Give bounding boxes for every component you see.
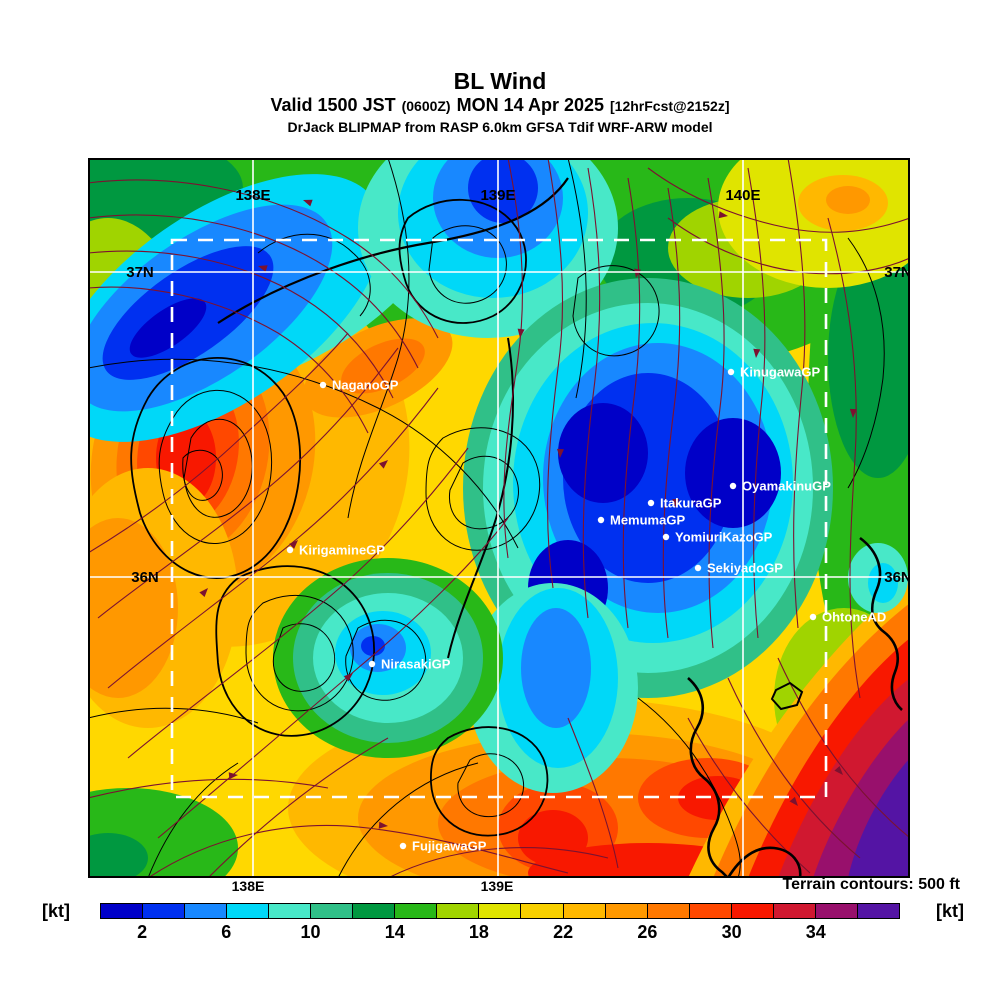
colorbar-ticks: 2 6 10 14 18 22 26 30 34 [100, 920, 900, 946]
colorbar-segment [647, 904, 690, 918]
colorbar-segment [815, 904, 858, 918]
station-label: ItakuraGP [660, 496, 722, 511]
station-label: KirigamineGP [299, 543, 385, 558]
lon-label-139e-bottom: 139E [480, 878, 514, 894]
colorbar-unit-right: [kt] [936, 901, 964, 921]
colorbar-segment [311, 904, 354, 918]
forecast-tag: [12hrFcst@2152z] [610, 98, 730, 114]
colorbar-tick: 6 [221, 922, 232, 942]
lat-label-37n-right: 37N [884, 264, 910, 281]
lon-label-140e-top: 140E [725, 187, 760, 204]
colorbar-segment [605, 904, 648, 918]
station-label: NaganoGP [332, 378, 399, 393]
model-line: DrJack BLIPMAP from RASP 6.0km GFSA Tdif… [287, 119, 713, 135]
station-marker-dot [399, 842, 407, 850]
colorbar-tick: 26 [637, 922, 658, 942]
valid-time: Valid 1500 JST [270, 95, 396, 115]
streamline-arrows [199, 199, 857, 829]
colorbar-segment [185, 904, 228, 918]
station-label: OyamakinuGP [742, 479, 831, 494]
colorbar-segment [101, 904, 144, 918]
station-FujigawaGP: FujigawaGP [399, 839, 487, 854]
colorbar-tick: 30 [721, 922, 742, 942]
title-block: BL Wind Valid 1500 JST (0600Z) MON 14 Apr … [0, 68, 1000, 136]
lat-label-36n-left: 36N [131, 569, 159, 586]
geo-labels: 138E 139E 140E 37N 37N 36N 36N [126, 187, 910, 586]
lat-label-36n-right: 36N [884, 569, 910, 586]
colorbar-tick: 14 [384, 922, 405, 942]
station-marker-dot [597, 516, 605, 524]
station-marker-dot [694, 564, 702, 572]
station-NaganoGP: NaganoGP [319, 378, 399, 393]
colorbar-segment [353, 904, 396, 918]
valid-date: MON 14 Apr 2025 [456, 95, 605, 115]
lon-label-138e-bottom: 138E [231, 878, 265, 894]
coastline-layer [687, 536, 903, 878]
lat-label-37n-left: 37N [126, 264, 154, 281]
station-marker-dot [647, 499, 655, 507]
station-KinugawaGP: KinugawaGP [727, 365, 821, 380]
lon-label-139e-top: 139E [480, 187, 515, 204]
station-label: KinugawaGP [740, 365, 821, 380]
model-domain-boundary [170, 238, 828, 799]
station-label: SekiyadoGP [707, 561, 783, 576]
station-marker-dot [727, 368, 735, 376]
colorbar-segment [521, 904, 564, 918]
station-label: FujigawaGP [412, 839, 487, 854]
latlon-grid [88, 158, 910, 878]
wind-fill-layer [88, 158, 910, 878]
lon-label-138e-top: 138E [235, 187, 270, 204]
colorbar-segment [563, 904, 606, 918]
colorbar-tick: 18 [468, 922, 489, 942]
colorbar-unit-left: [kt] [42, 901, 70, 921]
colorbar-segment [689, 904, 732, 918]
station-SekiyadoGP: SekiyadoGP [694, 561, 783, 576]
colorbar-tick: 10 [300, 922, 321, 942]
map-frame [88, 158, 910, 878]
streamline-layer [88, 158, 910, 878]
station-marker-dot [662, 533, 670, 541]
station-marker-dot [286, 546, 294, 554]
station-ItakuraGP: ItakuraGP [647, 496, 722, 511]
forecast-map[interactable]: 138E 139E 140E 37N 37N 36N 36N NaganoGP K… [88, 158, 910, 878]
colorbar-segment [143, 904, 186, 918]
valid-line: Valid 1500 JST (0600Z) MON 14 Apr 2025 [12h… [0, 94, 1000, 118]
colorbar-segment [395, 904, 438, 918]
station-MemumaGP: MemumaGP [597, 513, 685, 528]
station-marker-dot [368, 660, 376, 668]
station-label: OhtoneAD [822, 610, 886, 625]
station-label: YomiuriKazoGP [675, 530, 773, 545]
station-label: MemumaGP [610, 513, 685, 528]
colorbar-segment [227, 904, 270, 918]
colorbar-segments [100, 903, 900, 919]
colorbar-tick: 22 [553, 922, 574, 942]
station-YomiuriKazoGP: YomiuriKazoGP [662, 530, 773, 545]
colorbar-segment [437, 904, 480, 918]
station-OhtoneAD: OhtoneAD [809, 610, 886, 625]
valid-zulu: (0600Z) [401, 98, 451, 114]
map-canvas: 138E 139E 140E 37N 37N 36N 36N NaganoGP K… [88, 158, 910, 878]
colorbar-tick: 34 [805, 922, 826, 942]
colorbar-segment [479, 904, 522, 918]
colorbar-segment [857, 904, 899, 918]
station-OyamakinuGP: OyamakinuGP [729, 479, 831, 494]
colorbar-segment [731, 904, 774, 918]
page-title: BL Wind [453, 68, 547, 94]
station-marker-dot [729, 482, 737, 490]
station-marker-dot [319, 381, 327, 389]
colorbar-tick: 2 [137, 922, 148, 942]
station-marker-dot [809, 613, 817, 621]
station-label: NirasakiGP [381, 657, 451, 672]
colorbar-segment [269, 904, 312, 918]
station-NirasakiGP: NirasakiGP [368, 657, 451, 672]
station-KirigamineGP: KirigamineGP [286, 543, 385, 558]
colorbar-segment [773, 904, 816, 918]
terrain-contour-note: Terrain contours: 500 ft [782, 876, 960, 893]
station-layer: NaganoGP KinugawaGP OyamakinuGP ItakuraGP Me… [286, 365, 886, 854]
